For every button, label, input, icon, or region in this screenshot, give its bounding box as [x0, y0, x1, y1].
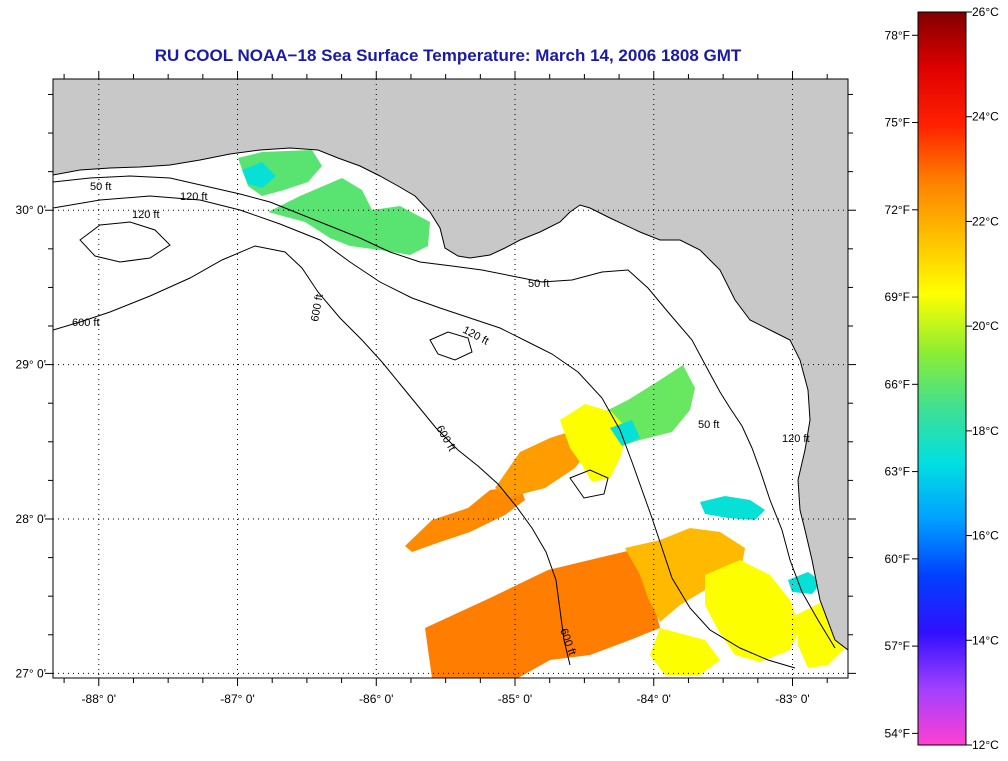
colorbar-label-c: 12°C — [972, 738, 999, 752]
sst-patch-southeast-orange — [625, 528, 745, 622]
colorbar-label-c: 26°C — [972, 5, 999, 19]
lon-tick-label: -88° 0' — [82, 692, 116, 706]
axis-ticks — [45, 71, 856, 686]
lat-tick-label: 30° 0' — [16, 203, 46, 217]
sst-patch-yellow-mix — [705, 560, 800, 662]
colorbar-label-c: 18°C — [972, 424, 999, 438]
colorbar-label-f: 72°F — [885, 203, 910, 217]
sst-patch-middle-orange — [495, 430, 590, 497]
contour-label-50ft: 50 ft — [698, 419, 719, 431]
contour-50ft — [53, 175, 836, 649]
colorbar-label-f: 63°F — [885, 465, 910, 479]
lat-tick-label: 28° 0' — [16, 512, 46, 526]
lon-tick-label: -87° 0' — [220, 692, 254, 706]
colorbar-fahrenheit-scale: 78°F 75°F 72°F 69°F 66°F 63°F 60°F 57°F 54°F — [885, 28, 918, 740]
lon-tick-label: -84° 0' — [637, 692, 671, 706]
latitude-labels: 30° 0' 29° 0' 28° 0' 27° 0' — [16, 203, 46, 680]
contour-600ft — [53, 245, 571, 666]
map-panel[interactable]: 50 ft 50 ft 50 ft 120 ft 120 ft 120 ft 1… — [16, 71, 856, 706]
sst-patch-tongue-28n — [405, 486, 525, 552]
colorbar-label-f: 69°F — [885, 290, 910, 304]
longitude-labels: -88° 0' -87° 0' -86° 0' -85° 0' -84° 0' -83° … — [82, 692, 810, 706]
contour-label-600ft: 600 ft — [309, 293, 326, 322]
contour-120ft — [53, 195, 796, 669]
bathymetry-contours — [53, 175, 836, 669]
colorbar-label-c: 24°C — [972, 110, 999, 124]
contour-shelf-inner — [429, 331, 473, 361]
sst-patch-yellow-mix — [560, 404, 628, 482]
colorbar-celsius-scale: 26°C 24°C 22°C 20°C 18°C 16°C 14°C 12°C — [966, 5, 999, 752]
sst-patch-panhandle-green — [268, 178, 430, 255]
colorbar-label-f: 54°F — [885, 726, 910, 740]
colorbar-label-f: 75°F — [885, 116, 910, 130]
sst-patch-yellow-mix — [650, 628, 720, 675]
map-frame — [52, 78, 849, 679]
contour-label-50ft: 50 ft — [528, 278, 549, 290]
colorbar-label-f: 78°F — [885, 28, 910, 42]
lon-tick-label: -86° 0' — [359, 692, 393, 706]
lon-tick-label: -83° 0' — [775, 692, 809, 706]
colorbar-label-f: 57°F — [885, 639, 910, 653]
colorbar-label-f: 60°F — [885, 552, 910, 566]
lon-tick-label: -85° 0' — [498, 692, 532, 706]
sst-patch-coastal-cyan — [242, 162, 276, 188]
contour-shelf-inner — [79, 221, 171, 263]
contour-label-120ft: 120 ft — [180, 191, 208, 203]
map-title: RU COOL NOAA−18 Sea Surface Temperature:… — [155, 46, 742, 65]
colorbar-label-f: 66°F — [885, 377, 910, 391]
colorbar: 26°C 24°C 22°C 20°C 18°C 16°C 14°C 12°C 78°F 75°… — [885, 5, 1000, 752]
colorbar-gradient — [917, 11, 967, 746]
colorbar-label-c: 20°C — [972, 319, 999, 333]
lat-tick-label: 29° 0' — [16, 358, 46, 372]
contour-shelf-inner — [569, 469, 609, 499]
colorbar-label-c: 14°C — [972, 633, 999, 647]
contour-label-600ft: 600 ft — [72, 317, 100, 329]
contour-label-50ft: 50 ft — [90, 181, 111, 193]
colorbar-label-c: 16°C — [972, 529, 999, 543]
contour-label-120ft: 120 ft — [782, 433, 810, 445]
contour-label-120ft: 120 ft — [132, 209, 160, 221]
colorbar-label-c: 22°C — [972, 214, 999, 228]
lat-tick-label: 27° 0' — [16, 666, 46, 680]
land-mass — [53, 79, 848, 651]
sst-patch-coastal-cyan — [700, 496, 765, 520]
sst-patch-southern-main — [425, 548, 660, 678]
sst-layer — [238, 150, 845, 678]
